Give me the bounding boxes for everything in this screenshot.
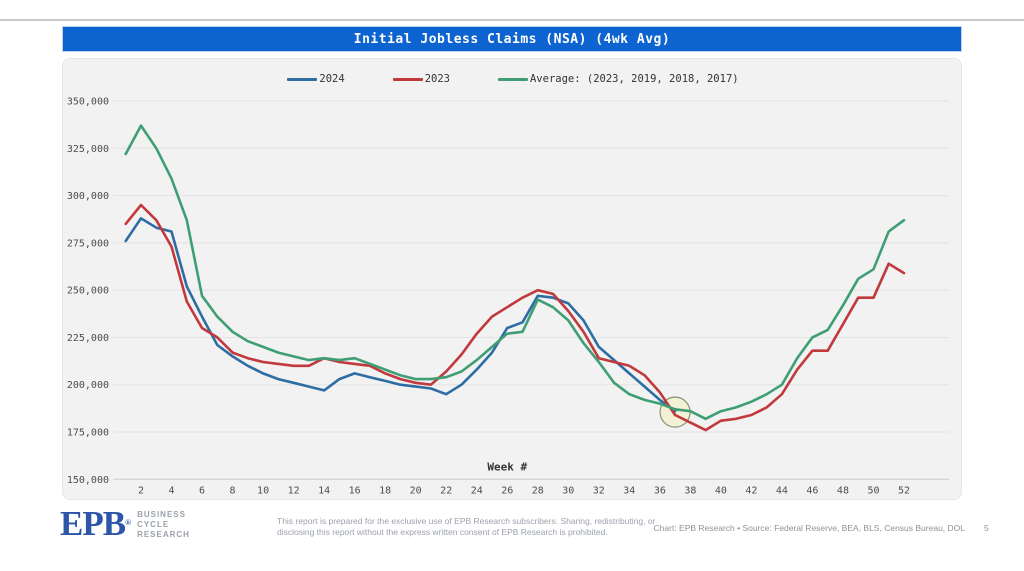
x-tick-label-14: 14 — [318, 485, 330, 496]
x-tick-label-30: 30 — [562, 485, 574, 496]
x-tick-label-28: 28 — [532, 485, 544, 496]
chart-legend: 2024 2023 Average: (2023, 2019, 2018, 20… — [63, 73, 963, 85]
epb-logo-subtitle: BUSINESS CYCLE RESEARCH — [137, 507, 190, 540]
x-tick-label-38: 38 — [684, 485, 696, 496]
x-tick-label-18: 18 — [379, 485, 391, 496]
top-divider-line — [0, 19, 1024, 21]
x-tick-label-48: 48 — [837, 485, 849, 496]
logo-sub-line1: BUSINESS — [137, 510, 186, 519]
x-tick-label-10: 10 — [257, 485, 269, 496]
epb-logo: EPB® BUSINESS CYCLE RESEARCH — [60, 504, 190, 543]
x-tick-label-12: 12 — [288, 485, 300, 496]
disclaimer-line-1: This report is prepared for the exclusiv… — [277, 516, 656, 526]
disclaimer-text: This report is prepared for the exclusiv… — [277, 516, 677, 538]
legend-item-2023: 2023 — [392, 73, 450, 85]
chart-title-bar: Initial Jobless Claims (NSA) (4wk Avg) — [62, 26, 962, 52]
page-number: 5 — [984, 523, 989, 533]
y-tick-label-350000: 350,000 — [67, 97, 109, 108]
legend-item-2024: 2024 — [287, 73, 345, 85]
y-tick-label-250000: 250,000 — [67, 286, 109, 297]
series-line-2023 — [124, 203, 906, 432]
series-line-2024 — [124, 217, 677, 413]
registered-mark: ® — [125, 518, 131, 527]
x-tick-label-46: 46 — [806, 485, 818, 496]
legend-swatch-average — [497, 77, 528, 81]
x-tick-label-26: 26 — [501, 485, 513, 496]
x-tick-label-50: 50 — [867, 485, 879, 496]
x-tick-label-36: 36 — [654, 485, 666, 496]
y-tick-label-175000: 175,000 — [67, 428, 109, 439]
x-tick-label-20: 20 — [410, 485, 422, 496]
x-tick-label-24: 24 — [471, 485, 483, 496]
series-line-average-2023-2019-2018-2017- — [124, 124, 906, 421]
logo-sub-line3: RESEARCH — [137, 530, 190, 539]
legend-swatch-2023 — [392, 77, 423, 81]
x-tick-label-16: 16 — [349, 485, 361, 496]
y-tick-label-325000: 325,000 — [67, 144, 109, 155]
source-credit: Chart: EPB Research • Source: Federal Re… — [653, 523, 965, 533]
chart-title: Initial Jobless Claims (NSA) (4wk Avg) — [353, 31, 671, 47]
x-tick-label-8: 8 — [230, 485, 236, 496]
y-tick-label-275000: 275,000 — [67, 238, 109, 249]
x-tick-label-2: 2 — [138, 485, 144, 496]
x-tick-label-22: 22 — [440, 485, 452, 496]
disclaimer-line-2: disclosing this report without the expre… — [277, 527, 608, 537]
x-axis-title: Week # — [487, 460, 527, 473]
epb-logo-mark: EPB® — [60, 504, 131, 543]
legend-label-average: Average: (2023, 2019, 2018, 2017) — [529, 73, 739, 85]
jobless-claims-line-chart: 150,000 175,000 200,000 225,000 250,000 275,0… — [67, 97, 949, 496]
x-tick-label-32: 32 — [593, 485, 605, 496]
x-tick-label-52: 52 — [898, 485, 910, 496]
chart-panel: 2024 2023 Average: (2023, 2019, 2018, 20… — [62, 58, 962, 500]
x-tick-label-40: 40 — [715, 485, 727, 496]
x-tick-label-42: 42 — [745, 485, 757, 496]
logo-sub-line2: CYCLE — [137, 520, 170, 529]
legend-swatch-2024 — [287, 77, 318, 81]
x-tick-label-6: 6 — [199, 485, 205, 496]
x-tick-label-4: 4 — [169, 485, 175, 496]
y-tick-label-200000: 200,000 — [67, 380, 109, 391]
y-tick-label-300000: 300,000 — [67, 191, 109, 202]
x-tick-label-34: 34 — [623, 485, 635, 496]
footer: EPB® BUSINESS CYCLE RESEARCH This report… — [0, 503, 1024, 563]
legend-label-2023: 2023 — [424, 73, 450, 85]
y-tick-label-225000: 225,000 — [67, 333, 109, 344]
legend-item-average: Average: (2023, 2019, 2018, 2017) — [497, 73, 739, 85]
y-tick-label-150000: 150,000 — [67, 475, 109, 486]
legend-label-2024: 2024 — [319, 73, 345, 85]
x-tick-label-44: 44 — [776, 485, 788, 496]
